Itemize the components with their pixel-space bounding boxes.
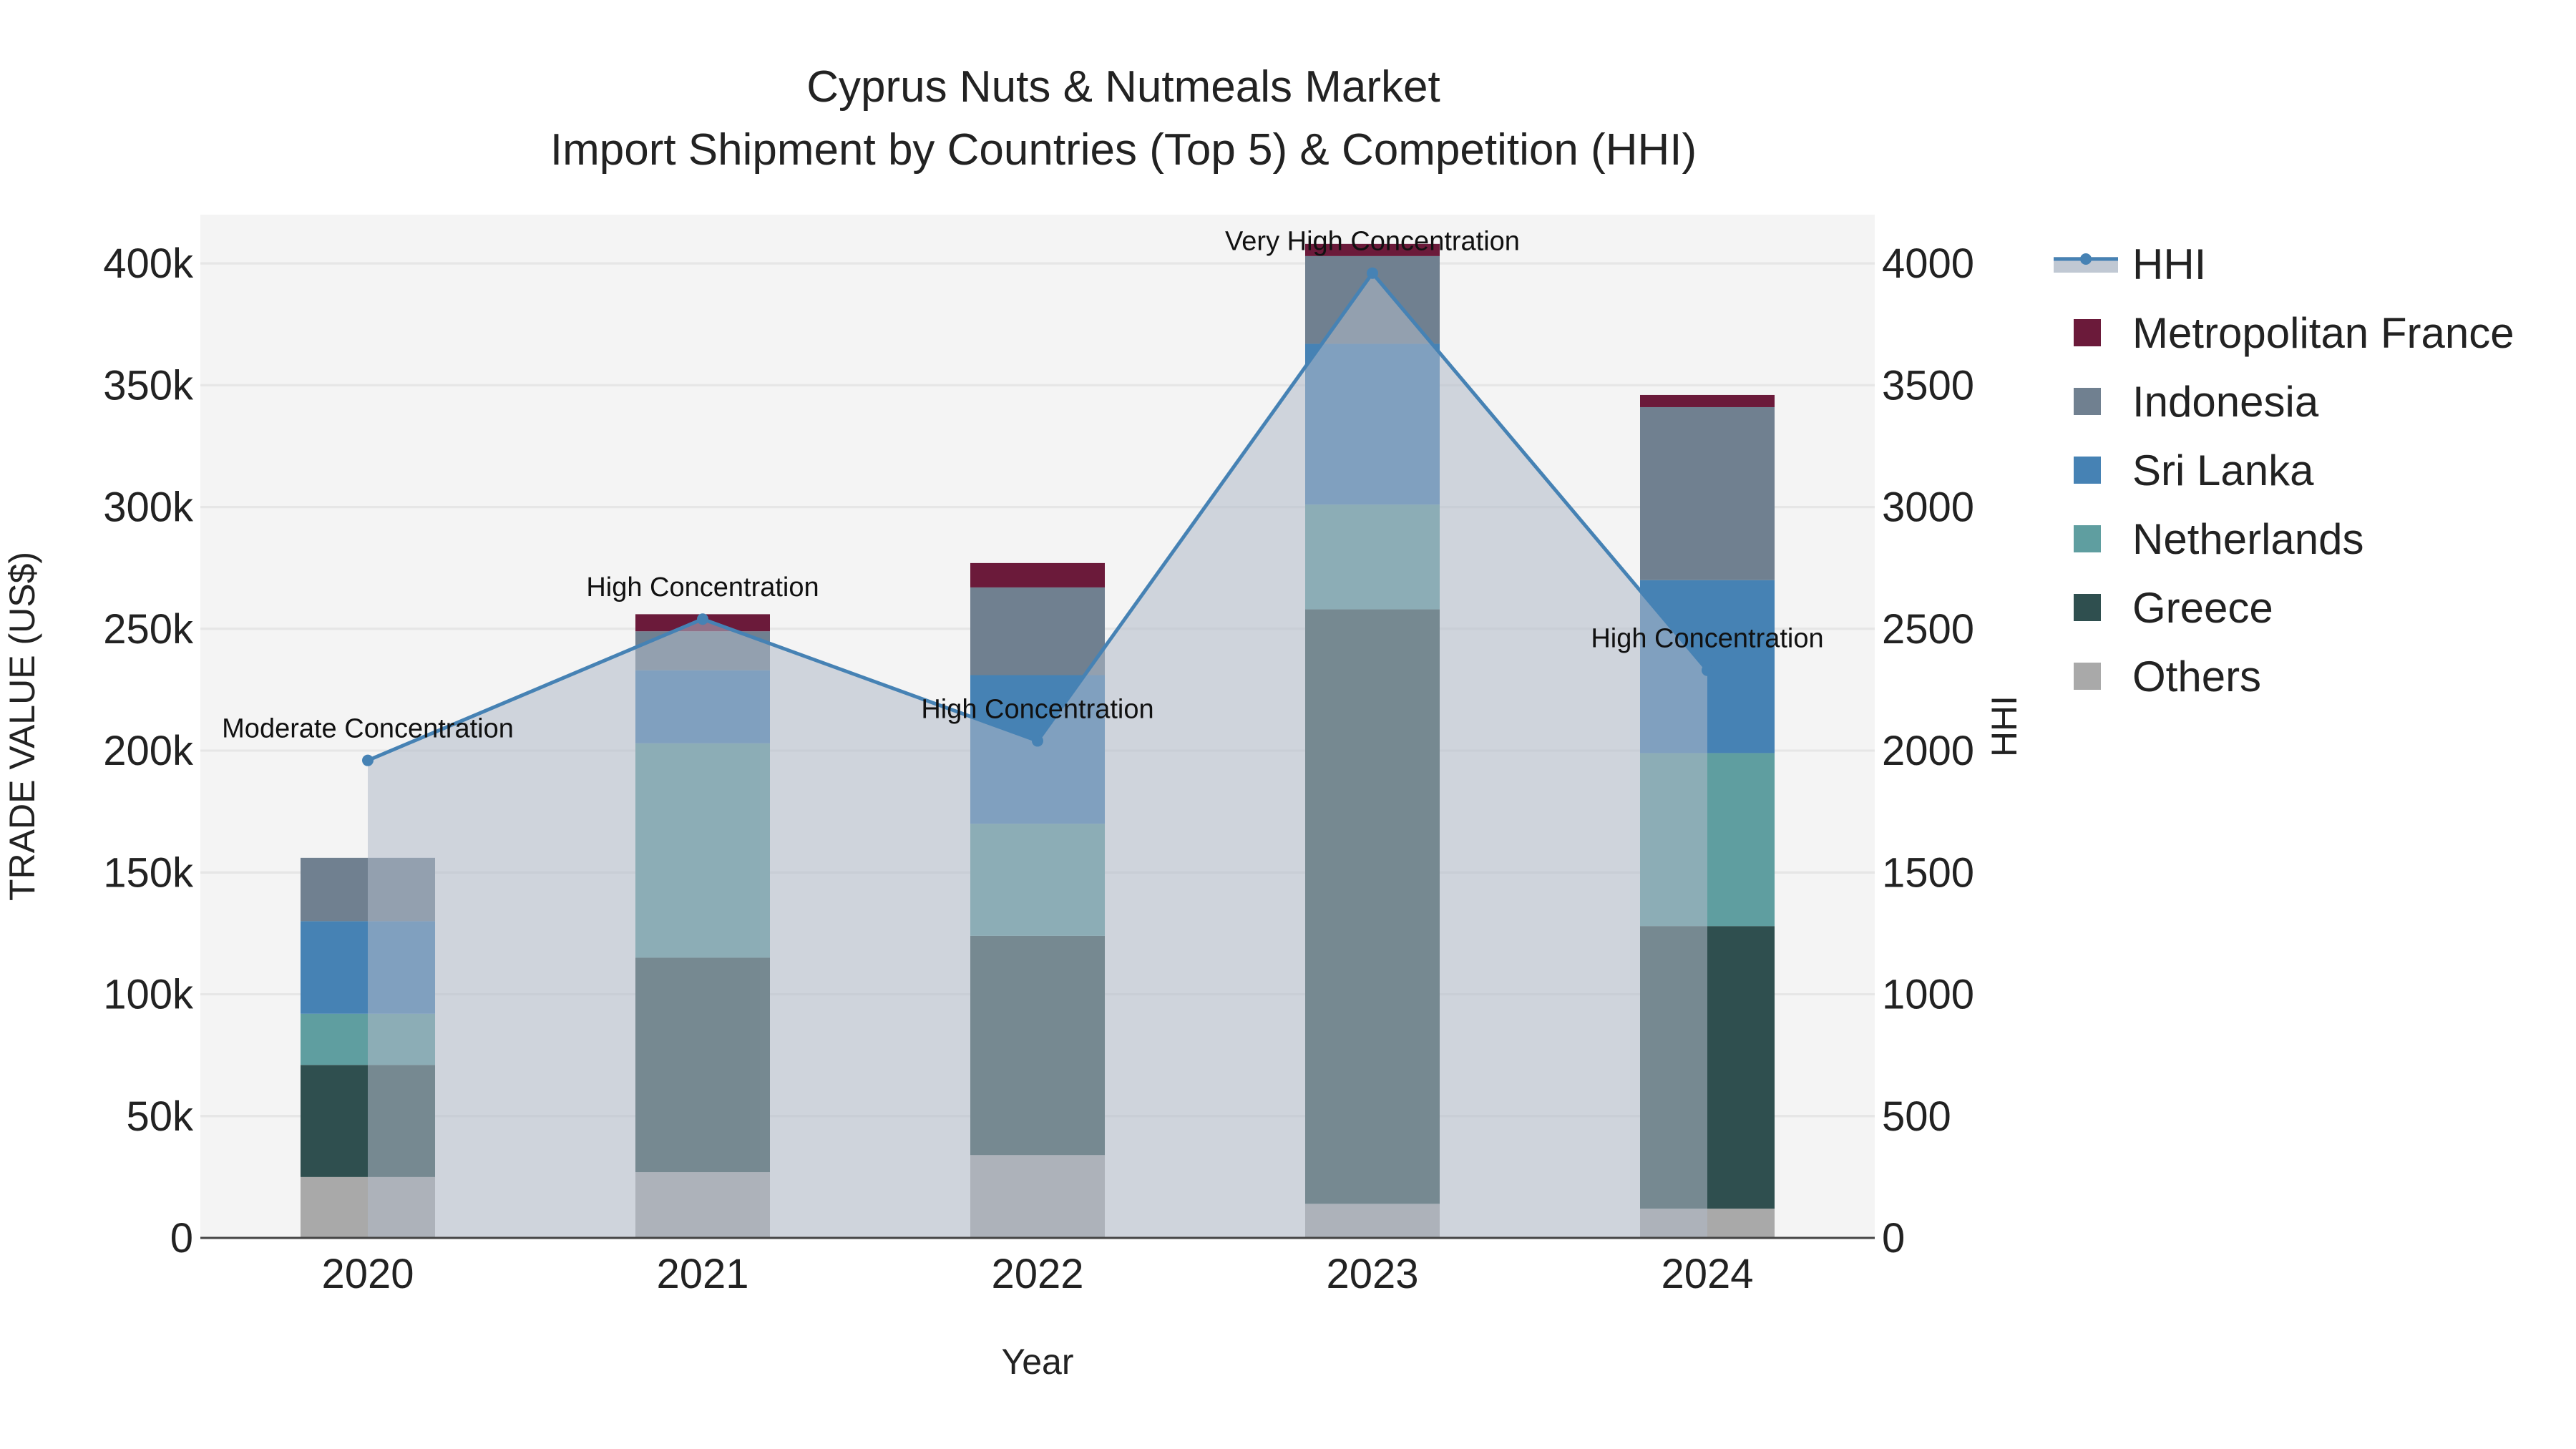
x-tick-label: 2021 (656, 1251, 748, 1297)
legend-swatch (2074, 663, 2101, 690)
y-tick-label: 50k (126, 1093, 194, 1140)
y-tick-label: 100k (103, 972, 194, 1018)
y2-tick-label: 1000 (1882, 972, 1974, 1018)
bar-metropolitan-france-2023 (1305, 243, 1440, 256)
hhi-point-2024 (1702, 664, 1713, 676)
hhi-annotation-2020: Moderate Concentration (222, 714, 514, 744)
y2-tick-label: 1500 (1882, 849, 1974, 896)
legend: HHI Metropolitan France Indonesia Sri Lanka… (2054, 240, 2514, 701)
x-axis-ticks: 2020 2021 2022 2023 2024 (321, 1251, 1753, 1297)
legend-swatch (2074, 594, 2101, 621)
hhi-area (368, 273, 1707, 1238)
y-tick-label: 200k (103, 728, 194, 774)
x-tick-label: 2022 (991, 1251, 1083, 1297)
hhi-annotation-2024: High Concentration (1591, 624, 1823, 654)
legend-swatch (2074, 457, 2101, 484)
y-tick-label: 150k (103, 849, 194, 896)
legend-item-indonesia[interactable]: Indonesia (2074, 378, 2319, 426)
legend-item-hhi[interactable]: HHI (2054, 240, 2206, 288)
y2-tick-label: 2000 (1882, 728, 1974, 774)
legend-label: Others (2132, 653, 2261, 701)
y-tick-label: 300k (103, 484, 194, 531)
y-tick-label: 0 (170, 1215, 193, 1262)
hhi-point-2020 (362, 754, 374, 766)
chart-subtitle: Import Shipment by Countries (Top 5) & C… (550, 125, 1697, 175)
x-axis-label: Year (1001, 1342, 1073, 1382)
x-tick-label: 2020 (321, 1251, 414, 1297)
bar-indonesia-2024 (1640, 406, 1775, 580)
legend-label: Netherlands (2132, 515, 2364, 563)
y-axis-ticks: 0 50k 100k 150k 200k 250k 300k 350k 400k (103, 240, 194, 1262)
legend-item-sri-lanka[interactable]: Sri Lanka (2074, 447, 2314, 494)
hhi-annotation-2023: Very High Concentration (1225, 227, 1520, 257)
hhi-point-2022 (1032, 735, 1043, 747)
legend-hhi-marker (2080, 253, 2092, 265)
y2-tick-label: 2500 (1882, 606, 1974, 653)
hhi-layer: Moderate Concentration High Concentration… (222, 227, 1824, 1238)
y2-tick-label: 3500 (1882, 362, 1974, 409)
y-axis-label: TRADE VALUE (US$) (2, 552, 42, 901)
y2-tick-label: 3000 (1882, 484, 1974, 531)
x-tick-label: 2024 (1661, 1251, 1753, 1297)
chart-title: Cyprus Nuts & Nutmeals Market (806, 62, 1440, 112)
y-tick-label: 250k (103, 606, 194, 653)
y2-axis-ticks: 0 500 1000 1500 2000 2500 3000 3500 4000 (1882, 240, 1974, 1262)
y2-tick-label: 500 (1882, 1093, 1951, 1140)
y-tick-label: 400k (103, 240, 194, 287)
legend-item-netherlands[interactable]: Netherlands (2074, 515, 2364, 563)
legend-swatch (2074, 319, 2101, 346)
bar-indonesia-2022 (970, 587, 1105, 675)
legend-item-metropolitan-france[interactable]: Metropolitan France (2074, 309, 2514, 357)
legend-label: Sri Lanka (2132, 447, 2314, 494)
hhi-annotation-2021: High Concentration (586, 572, 819, 602)
hhi-point-2021 (697, 613, 708, 625)
y-tick-label: 350k (103, 362, 194, 409)
bar-metropolitan-france-2022 (970, 562, 1105, 587)
hhi-annotation-2022: High Concentration (921, 694, 1153, 724)
bar-metropolitan-france-2024 (1640, 394, 1775, 407)
legend-item-greece[interactable]: Greece (2074, 584, 2273, 632)
legend-label: Indonesia (2132, 378, 2319, 426)
legend-swatch (2074, 388, 2101, 415)
legend-label: HHI (2132, 240, 2206, 288)
legend-label: Greece (2132, 584, 2273, 632)
y2-tick-label: 4000 (1882, 240, 1974, 287)
y2-axis-label: HHI (1984, 696, 2024, 757)
y2-tick-label: 0 (1882, 1215, 1905, 1262)
legend-swatch (2074, 525, 2101, 552)
x-tick-label: 2023 (1326, 1251, 1418, 1297)
hhi-point-2023 (1367, 267, 1378, 279)
legend-item-others[interactable]: Others (2074, 653, 2261, 701)
legend-label: Metropolitan France (2132, 309, 2514, 357)
